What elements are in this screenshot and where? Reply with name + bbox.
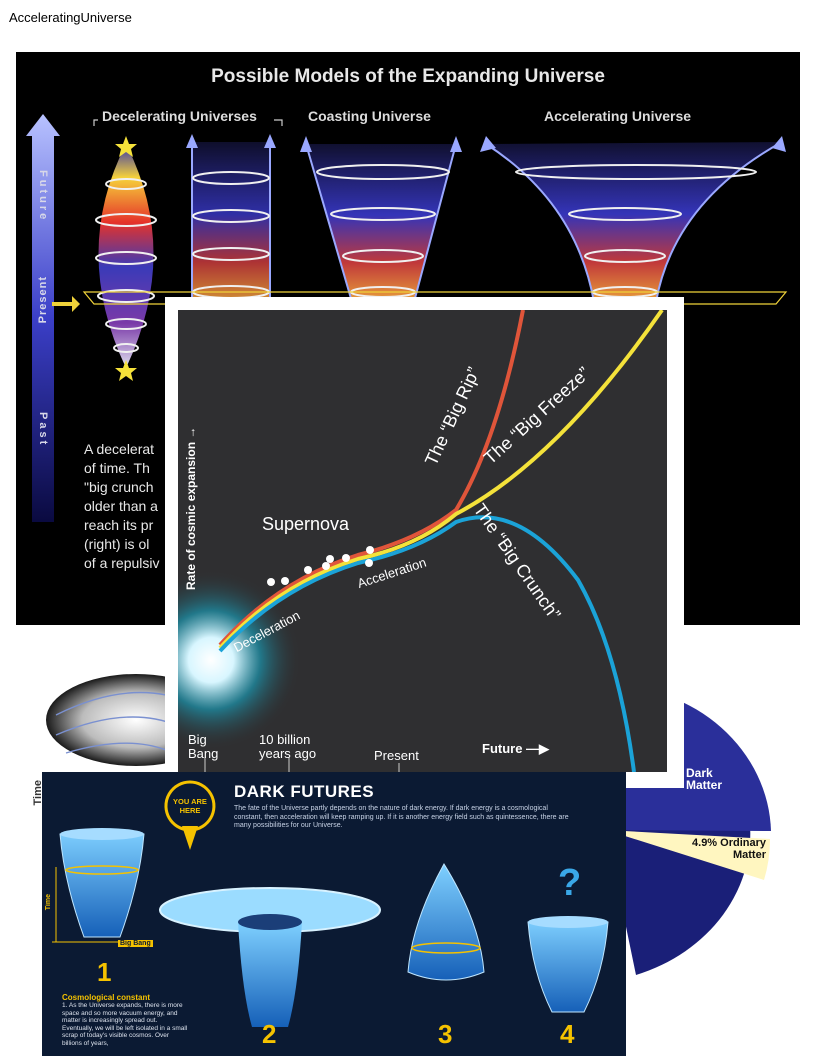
xlabel-line: years ago xyxy=(259,746,317,761)
pie-label-line: 4.9% Ordinary xyxy=(692,837,766,849)
dark-futures-graphic xyxy=(52,780,609,1027)
xlabel-line: Bang xyxy=(188,746,219,761)
dark-futures-panel: YOU ARE HERE DARK FUTURES The fate of th… xyxy=(42,772,626,1056)
description-line: "big crunch xyxy=(84,479,154,495)
present-label: Present xyxy=(374,748,419,763)
models-title: Possible Models of the Expanding Univers… xyxy=(211,66,605,87)
future-label: Future —▶ xyxy=(482,741,550,756)
scenario-number-3: 3 xyxy=(438,1019,453,1049)
badge-line: HERE xyxy=(179,806,201,815)
big-bang-label: Big Bang xyxy=(188,733,218,761)
pie-label-line: Matter xyxy=(686,778,723,792)
description-line: A decelerat xyxy=(84,441,155,457)
description-line: reach its pr xyxy=(84,517,154,533)
star-icon xyxy=(115,360,137,381)
cosmological-constant-body: 1. As the Universe expands, there is mor… xyxy=(62,1002,188,1047)
accelerating-heading: Accelerating Universe xyxy=(544,108,692,124)
xlabel-line: Big xyxy=(188,732,207,747)
xlabel-line: 10 billion xyxy=(259,732,311,747)
description-line: of time. Th xyxy=(84,460,150,476)
cosmic-expansion-panel: Rate of cosmic expansion → The “Big Rip”… xyxy=(178,310,667,772)
page-title: AcceleratingUniverse xyxy=(9,10,132,25)
dark-matter-label: Dark Matter xyxy=(686,767,722,791)
supernova-points xyxy=(267,546,374,586)
present-arrow-icon xyxy=(52,296,80,312)
badge-line: YOU ARE xyxy=(173,797,207,806)
expansion-rate-axis-label: Rate of cosmic expansion → xyxy=(184,426,198,590)
big-bang-tag: Big Bang xyxy=(118,940,153,947)
question-mark-icon: ? xyxy=(558,862,582,904)
universe-models-graphic xyxy=(26,114,788,522)
description-line: older than a xyxy=(84,498,158,514)
decelerating-heading: Decelerating Universes xyxy=(102,108,257,124)
x-ticks xyxy=(204,757,400,772)
big-crunch-curve xyxy=(218,515,636,772)
time-arrow xyxy=(26,114,60,522)
dark-futures-intro: The fate of the Universe partly depends … xyxy=(234,805,569,829)
big-rip-curve xyxy=(218,310,525,647)
you-are-here-badge: YOU ARE HERE xyxy=(164,797,216,815)
big-freeze-curve xyxy=(218,310,664,650)
ordinary-matter-label: 4.9% Ordinary Matter xyxy=(662,837,766,861)
pie-label-line: Matter xyxy=(732,849,766,861)
dark-futures-title: DARK FUTURES xyxy=(234,782,375,801)
description-line: (right) is ol xyxy=(84,536,150,552)
coasting-heading: Coasting Universe xyxy=(308,108,431,124)
cosmological-constant-title: Cosmological constant xyxy=(62,993,151,1002)
dark-futures-time-label: Time xyxy=(45,894,52,911)
scenario-number-4: 4 xyxy=(560,1019,575,1049)
pie-label-line: Dark xyxy=(686,766,713,780)
closed-universe-shape xyxy=(98,144,154,368)
scenario-number-2: 2 xyxy=(262,1019,277,1049)
timeline-future-label: Future xyxy=(37,170,49,223)
expansion-curves-graphic xyxy=(178,310,664,772)
ten-billion-years-label: 10 billion years ago xyxy=(259,733,316,761)
description-line: of a repulsiv xyxy=(84,555,160,571)
scenario-number-1: 1 xyxy=(97,957,112,987)
supernova-label: Supernova xyxy=(262,514,350,534)
timeline-past-label: Past xyxy=(37,412,49,448)
timeline-present-label: Present xyxy=(37,276,49,324)
models-description: A decelerat of time. Th "big crunch olde… xyxy=(84,440,224,573)
star-icon xyxy=(115,136,137,157)
